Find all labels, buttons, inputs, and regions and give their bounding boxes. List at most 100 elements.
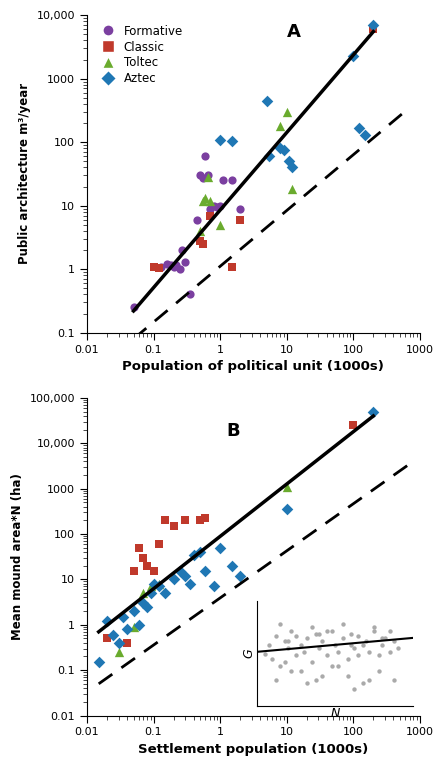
Point xyxy=(186,578,193,590)
Point xyxy=(286,155,293,167)
Point xyxy=(124,623,131,635)
Point xyxy=(237,214,244,226)
Point xyxy=(370,406,377,418)
Point xyxy=(182,256,189,268)
Point xyxy=(144,601,151,613)
Point xyxy=(361,129,368,141)
Point xyxy=(217,219,224,231)
Point xyxy=(197,514,204,526)
Point xyxy=(95,656,102,668)
Point xyxy=(182,514,189,526)
Text: A: A xyxy=(287,23,300,41)
Point xyxy=(283,481,290,493)
Y-axis label: Public architecture m³/year: Public architecture m³/year xyxy=(18,84,31,265)
Point xyxy=(206,195,214,207)
Point xyxy=(130,301,137,314)
Point xyxy=(164,258,171,270)
Point xyxy=(103,615,110,627)
Legend: Formative, Classic, Toltec, Aztec: Formative, Classic, Toltec, Aztec xyxy=(93,21,186,89)
Point xyxy=(170,261,177,273)
Point xyxy=(173,259,180,272)
Point xyxy=(115,637,122,649)
Point xyxy=(158,261,165,273)
Point xyxy=(170,520,177,532)
Point xyxy=(199,195,206,207)
Point xyxy=(228,261,235,273)
Point xyxy=(177,263,184,275)
Point xyxy=(155,578,162,590)
Point xyxy=(182,570,189,582)
Point xyxy=(150,565,157,578)
Point xyxy=(124,637,131,649)
Point xyxy=(155,538,162,550)
Point xyxy=(288,183,295,196)
Point xyxy=(217,133,224,146)
Point xyxy=(228,560,235,572)
Point xyxy=(135,619,142,631)
X-axis label: Population of political unit (1000s): Population of political unit (1000s) xyxy=(122,360,384,373)
Point xyxy=(350,419,357,431)
Point xyxy=(130,621,137,633)
Point xyxy=(150,578,157,590)
Point xyxy=(204,171,211,183)
Point xyxy=(170,573,177,585)
Text: B: B xyxy=(227,422,240,440)
Point xyxy=(204,170,211,182)
Point xyxy=(167,259,174,272)
Point xyxy=(130,605,137,617)
Point xyxy=(266,150,273,163)
Point xyxy=(120,611,127,623)
Point xyxy=(115,646,122,658)
Point xyxy=(217,542,224,554)
Point xyxy=(228,174,235,186)
Point xyxy=(283,503,290,515)
Point xyxy=(179,244,186,256)
Point xyxy=(110,629,117,641)
Point xyxy=(162,587,169,599)
Point xyxy=(217,199,224,212)
Point xyxy=(350,50,357,62)
Point xyxy=(197,170,204,182)
Point xyxy=(199,238,206,250)
Point xyxy=(206,209,214,222)
Point xyxy=(155,262,162,274)
Point xyxy=(202,150,209,163)
Point xyxy=(237,202,244,215)
Point xyxy=(370,23,377,35)
Point xyxy=(283,106,290,118)
Point xyxy=(199,172,206,184)
Point xyxy=(210,581,217,593)
Point xyxy=(140,587,147,599)
Point xyxy=(103,632,110,644)
Point xyxy=(140,551,147,564)
Point xyxy=(277,142,284,154)
Point xyxy=(355,121,362,133)
Point xyxy=(144,560,151,572)
Point xyxy=(280,144,287,156)
Point xyxy=(228,135,235,147)
Point xyxy=(237,570,244,582)
Point xyxy=(197,235,204,247)
Point xyxy=(288,161,295,173)
Point xyxy=(202,565,209,578)
Point xyxy=(202,193,209,205)
Point xyxy=(219,174,227,186)
Point xyxy=(135,542,142,554)
Point xyxy=(177,565,184,578)
Y-axis label: Mean mound area*Ν (ha): Mean mound area*Ν (ha) xyxy=(11,473,24,640)
Point xyxy=(202,512,209,525)
X-axis label: Settlement population (1000s): Settlement population (1000s) xyxy=(138,743,368,756)
Point xyxy=(186,288,193,301)
Point xyxy=(147,587,154,599)
Point xyxy=(150,261,157,273)
Point xyxy=(140,597,147,609)
Point xyxy=(190,548,197,561)
Point xyxy=(210,199,217,212)
Point xyxy=(194,214,201,226)
Point xyxy=(197,225,204,237)
Point xyxy=(206,202,214,215)
Point xyxy=(370,19,377,31)
Point xyxy=(263,94,270,107)
Point xyxy=(162,514,169,526)
Point xyxy=(277,120,284,132)
